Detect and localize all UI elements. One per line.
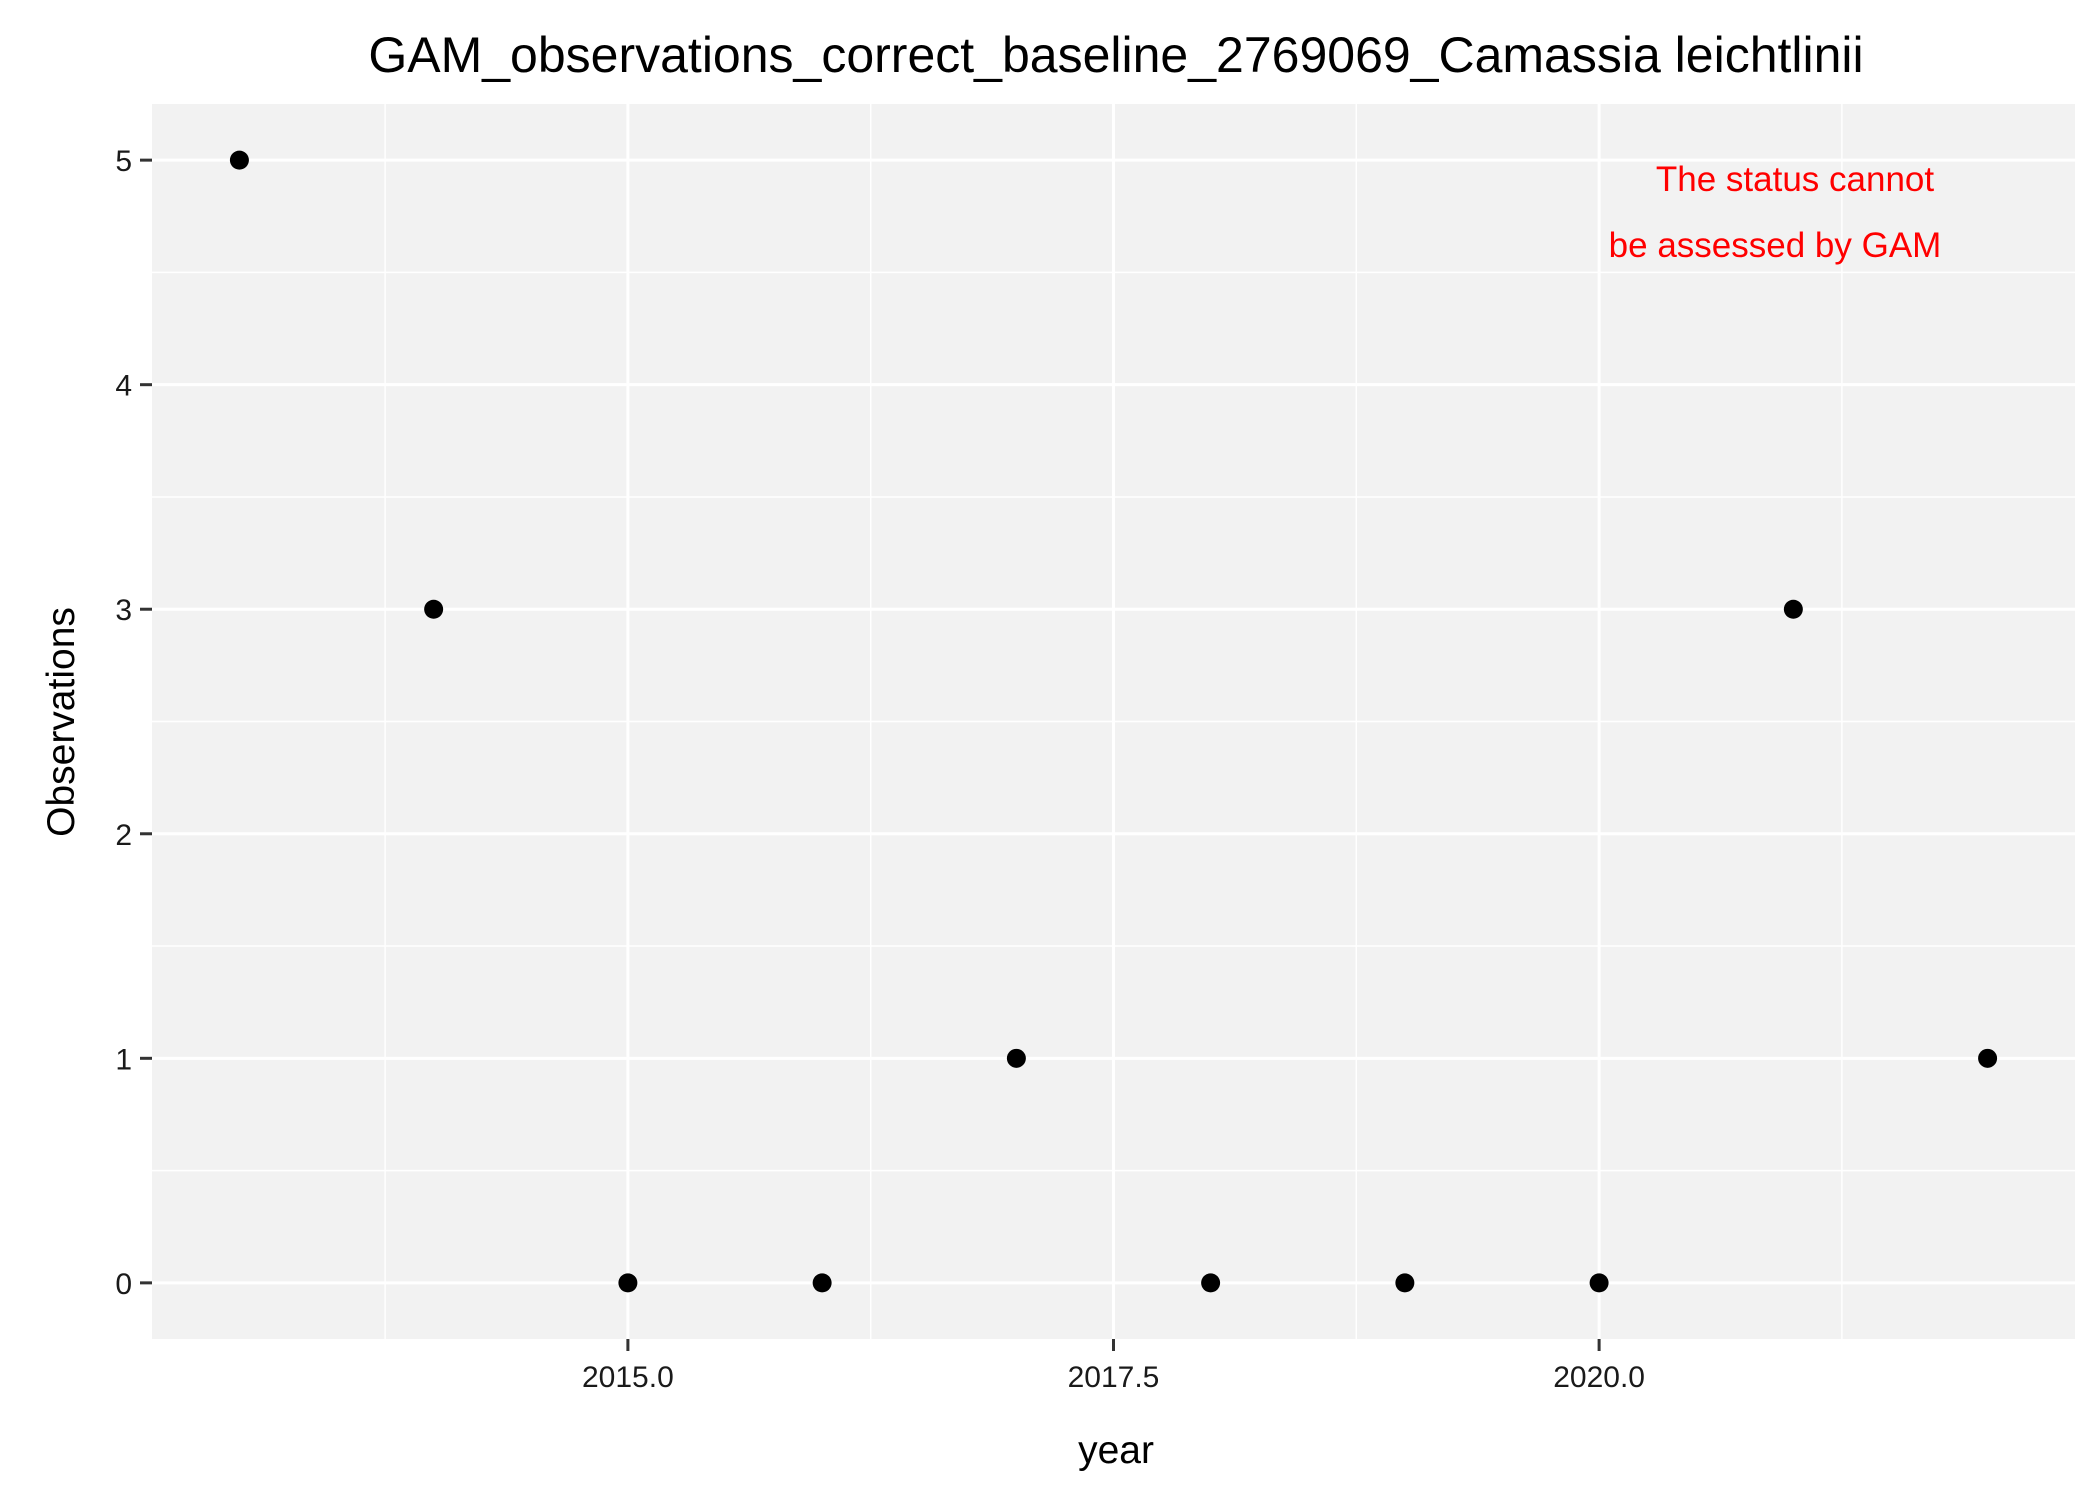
data-point-1 <box>424 599 444 619</box>
chart-title: GAM_observations_correct_baseline_276906… <box>368 27 1863 83</box>
y-tick-label-3: 3 <box>115 594 132 627</box>
annotation-line-1: The status cannot <box>1656 160 1934 199</box>
data-point-9 <box>1978 1048 1998 1068</box>
data-point-2 <box>618 1273 638 1293</box>
data-point-4 <box>1006 1048 1026 1068</box>
x-tick-label-2: 2020.0 <box>1553 1361 1645 1394</box>
data-point-5 <box>1201 1273 1221 1293</box>
x-tick-label-0: 2015.0 <box>582 1361 674 1394</box>
data-point-8 <box>1783 599 1803 619</box>
data-point-0 <box>229 150 249 170</box>
y-axis: 0 1 2 3 4 5 <box>115 145 152 1301</box>
x-axis: 2015.0 2017.5 2020.0 <box>582 1339 1645 1394</box>
y-tick-label-5: 5 <box>115 145 132 178</box>
y-axis-title: Observations <box>40 607 83 837</box>
status-annotation: The status cannot be assessed by GAM <box>1609 160 1942 265</box>
major-gridlines <box>152 104 2075 1339</box>
y-tick-label-1: 1 <box>115 1043 132 1076</box>
data-point-7 <box>1589 1273 1609 1293</box>
y-tick-label-2: 2 <box>115 819 132 852</box>
x-tick-label-1: 2017.5 <box>1068 1361 1160 1394</box>
y-tick-label-0: 0 <box>115 1268 132 1301</box>
annotation-line-2: be assessed by GAM <box>1609 226 1942 265</box>
data-point-6 <box>1395 1273 1415 1293</box>
x-axis-title: year <box>1078 1429 1154 1472</box>
data-point-3 <box>812 1273 832 1293</box>
y-tick-label-4: 4 <box>115 370 132 403</box>
data-points <box>229 150 1998 1293</box>
